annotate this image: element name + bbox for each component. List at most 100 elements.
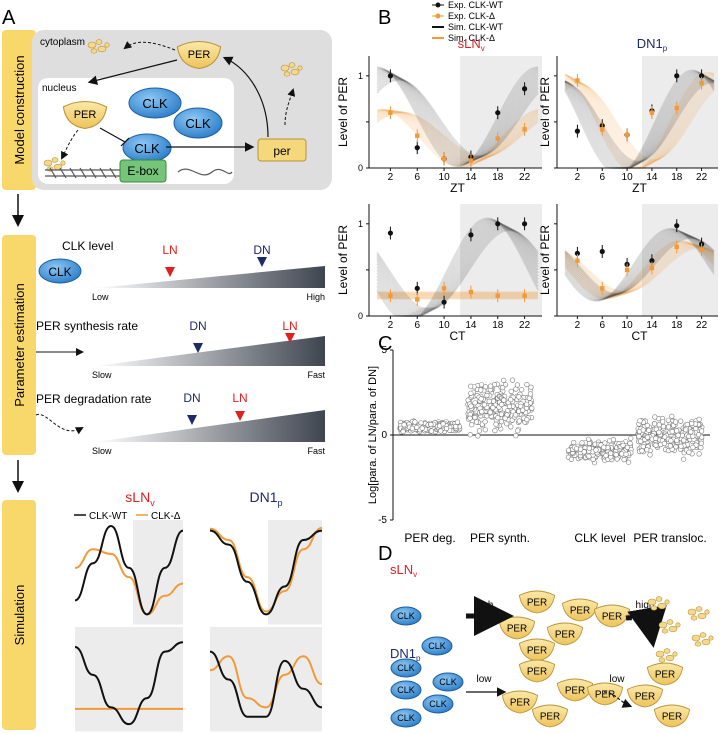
panel-d-dn1-clk: CLK CLK CLK CLK CLK [390,658,464,728]
x-axis-label: ZT [450,181,465,195]
per-label: PER [655,669,675,680]
scatter-point [440,421,446,427]
clk-label: CLK [397,663,415,673]
scatter-point [585,436,592,442]
sim-trace [564,70,715,169]
sim-trace [564,229,715,301]
clk-shape [422,694,454,714]
scatter-point [401,422,407,428]
scatter-point [638,438,644,444]
x-tick-label: 2 [575,172,581,183]
scatter-point [482,419,488,425]
panel-d-dn1-label: DN1p [390,646,421,663]
scatter-point [667,443,674,449]
scatter-point [696,416,702,423]
data-point-delta [441,156,447,161]
x-tick-label: 22 [519,172,531,183]
scatter-point [482,427,488,433]
clk-protein: CLK [390,658,422,678]
scatter-point [400,429,406,435]
scatter-point [498,419,505,425]
sim-trace [564,77,715,166]
scatter-point [443,425,450,432]
scatter-point [644,434,651,440]
scatter-point [508,397,514,403]
scatter-point [620,442,626,448]
simulation-titles: sLNv DN1p [125,489,282,508]
per-label: PER [602,611,622,622]
sim-trace [376,78,539,158]
dna-strand [45,167,233,179]
sim-trace [376,79,539,157]
scatter-point [414,424,420,431]
sim-trace [564,244,715,296]
scatter-point [586,445,592,451]
scatter-point [500,385,506,391]
sim-trace [376,229,539,309]
scatter-point [637,418,643,424]
x-tick-label: 6 [599,172,605,183]
scatter-point [529,405,535,411]
scatter-point [619,451,625,457]
clk-protein: CLK [128,87,182,119]
data-point-wt [414,145,420,151]
scatter-point [644,447,650,453]
panel-c-chart: 5 0 -5 Log[para. of LN/para. of DN] PER deg.… [367,345,710,545]
sim-trace [376,109,539,167]
scatter-point [610,437,617,443]
clk-protein: CLK [421,636,453,656]
scatter-point [624,444,631,451]
sim-trace [376,77,539,159]
sim-trace [376,110,539,162]
scatter-point [613,452,619,458]
scatter-point [646,427,652,433]
x-tick-label: 10 [439,320,451,331]
sim-trace [564,242,715,298]
x-category-label: PER transloc. [633,531,706,545]
dn1-rate-synth: low [476,674,492,685]
sim-trace [376,110,539,163]
scatter-point [668,438,674,444]
scatter-point [696,451,702,457]
scatter-point [501,397,507,403]
scatter-point [644,422,650,429]
scatter-point [698,440,704,446]
svg-text:Sim. CLK-Δ: Sim. CLK-Δ [448,33,495,43]
sim-curve-clk-delta [209,655,323,709]
per-protein: PER [518,638,556,662]
scatter-point [665,417,671,423]
clk-protein: CLK [390,606,422,626]
clk-protein-bound: CLK [122,133,172,163]
scatter-point [516,418,522,424]
sim-trace [564,81,715,163]
sim-trace [376,109,539,168]
data-point-delta [388,110,393,115]
data-point-delta [674,105,679,111]
x-tick-label: 22 [696,320,708,331]
data-point-delta [575,78,580,83]
data-point-delta [699,81,704,86]
sim-trace [564,230,715,300]
panel-d-label: D [378,543,392,565]
scatter-point [660,424,667,430]
x-axis-label: ZT [632,181,647,195]
clk-icon [38,258,82,284]
per-protein: PER [518,659,556,683]
sim-curve-clk-delta [74,548,184,616]
scatter-point [524,417,530,423]
per-label: PER [555,629,575,640]
sim-trace [564,72,715,169]
scatter-point [519,387,525,393]
y-tick-label: 5 [381,345,387,356]
data-point-delta [699,247,704,252]
data-point-delta [600,286,605,291]
sim-trace [564,73,715,169]
per-protein: PER [498,616,536,640]
param-ramp [95,336,325,366]
scatter-point [486,398,492,405]
svg-text:CLK-Δ: CLK-Δ [151,511,181,522]
chart-title: sLNv [458,36,485,53]
scatter-point [492,428,498,434]
scatter-point [690,444,696,451]
